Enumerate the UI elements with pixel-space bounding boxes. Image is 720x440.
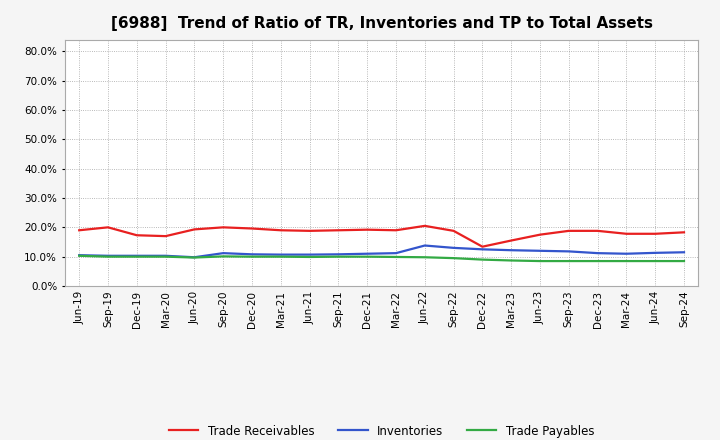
- Trade Receivables: [680, 230, 688, 235]
- Inventories: [507, 248, 516, 253]
- Trade Payables: [132, 254, 141, 259]
- Inventories: [219, 250, 228, 256]
- Inventories: [75, 253, 84, 258]
- Inventories: [564, 249, 573, 254]
- Inventories: [449, 245, 458, 250]
- Inventories: [248, 252, 256, 257]
- Inventories: [104, 253, 112, 258]
- Inventories: [276, 252, 285, 257]
- Trade Payables: [75, 253, 84, 258]
- Trade Receivables: [392, 227, 400, 233]
- Trade Receivables: [132, 233, 141, 238]
- Trade Receivables: [622, 231, 631, 236]
- Trade Payables: [507, 258, 516, 263]
- Trade Receivables: [507, 238, 516, 243]
- Inventories: [593, 250, 602, 256]
- Trade Payables: [680, 258, 688, 264]
- Inventories: [651, 250, 660, 256]
- Inventories: [680, 249, 688, 255]
- Inventories: [305, 252, 314, 257]
- Inventories: [190, 255, 199, 260]
- Inventories: [536, 248, 544, 253]
- Trade Receivables: [190, 227, 199, 232]
- Trade Payables: [622, 258, 631, 264]
- Inventories: [363, 251, 372, 257]
- Line: Trade Receivables: Trade Receivables: [79, 226, 684, 247]
- Trade Payables: [104, 254, 112, 259]
- Trade Receivables: [334, 227, 343, 233]
- Trade Payables: [478, 257, 487, 262]
- Trade Receivables: [651, 231, 660, 236]
- Trade Payables: [334, 254, 343, 259]
- Trade Receivables: [276, 227, 285, 233]
- Trade Payables: [651, 258, 660, 264]
- Trade Payables: [593, 258, 602, 264]
- Inventories: [161, 253, 170, 258]
- Inventories: [622, 251, 631, 257]
- Trade Receivables: [305, 228, 314, 234]
- Trade Receivables: [536, 232, 544, 237]
- Inventories: [392, 250, 400, 256]
- Inventories: [132, 253, 141, 258]
- Trade Receivables: [219, 225, 228, 230]
- Trade Receivables: [449, 228, 458, 234]
- Trade Receivables: [161, 234, 170, 239]
- Trade Receivables: [104, 225, 112, 230]
- Trade Payables: [248, 254, 256, 259]
- Inventories: [334, 252, 343, 257]
- Trade Payables: [276, 254, 285, 259]
- Trade Payables: [536, 258, 544, 264]
- Trade Receivables: [564, 228, 573, 234]
- Inventories: [420, 243, 429, 248]
- Line: Trade Payables: Trade Payables: [79, 256, 684, 261]
- Trade Payables: [420, 255, 429, 260]
- Trade Receivables: [478, 244, 487, 249]
- Inventories: [478, 247, 487, 252]
- Trade Payables: [564, 258, 573, 264]
- Trade Receivables: [363, 227, 372, 232]
- Trade Payables: [392, 254, 400, 260]
- Trade Payables: [305, 254, 314, 260]
- Trade Payables: [190, 255, 199, 260]
- Title: [6988]  Trend of Ratio of TR, Inventories and TP to Total Assets: [6988] Trend of Ratio of TR, Inventories…: [111, 16, 652, 32]
- Trade Receivables: [420, 223, 429, 228]
- Line: Inventories: Inventories: [79, 246, 684, 257]
- Trade Payables: [219, 254, 228, 259]
- Trade Payables: [363, 254, 372, 259]
- Trade Receivables: [248, 226, 256, 231]
- Trade Payables: [449, 256, 458, 261]
- Trade Receivables: [593, 228, 602, 234]
- Legend: Trade Receivables, Inventories, Trade Payables: Trade Receivables, Inventories, Trade Pa…: [164, 420, 599, 440]
- Trade Payables: [161, 254, 170, 259]
- Trade Receivables: [75, 227, 84, 233]
